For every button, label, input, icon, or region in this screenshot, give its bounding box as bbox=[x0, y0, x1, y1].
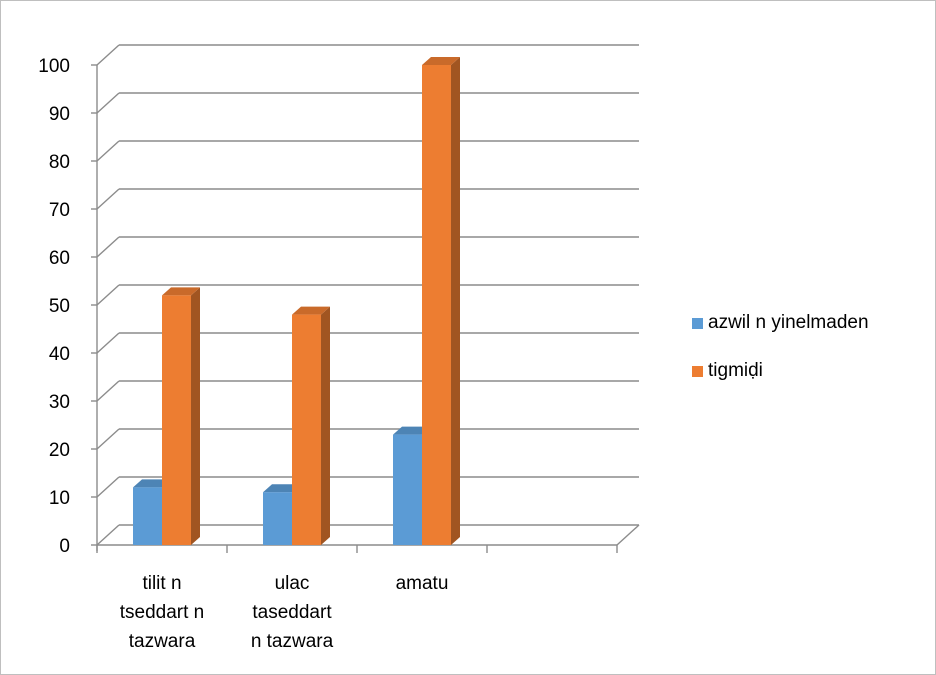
gridline-diagonal bbox=[96, 44, 120, 66]
legend-item-series-2: tigmiḍi bbox=[692, 356, 869, 386]
x-tick-label: amatu bbox=[396, 573, 449, 594]
gridline-diagonal bbox=[96, 236, 120, 258]
y-tick-label: 30 bbox=[49, 392, 70, 413]
bar-top bbox=[162, 287, 200, 296]
y-tick-label: 20 bbox=[49, 440, 70, 461]
x-tick-label: ulac bbox=[275, 573, 310, 594]
bar bbox=[422, 65, 451, 545]
bar bbox=[162, 295, 191, 545]
y-tick-label: 50 bbox=[49, 296, 70, 317]
gridline-diagonal bbox=[96, 332, 120, 354]
x-tick-label: n tazwara bbox=[251, 631, 334, 652]
bar-side bbox=[191, 287, 200, 545]
bar-top bbox=[263, 484, 301, 493]
bar bbox=[292, 314, 321, 545]
bar bbox=[393, 434, 422, 545]
gridline-diagonal bbox=[96, 380, 120, 402]
bar bbox=[263, 492, 292, 545]
gridline-diagonal bbox=[96, 284, 120, 306]
gridline-diagonal bbox=[96, 476, 120, 498]
bar-side bbox=[321, 306, 330, 545]
gridline-diagonal bbox=[96, 428, 120, 450]
floor-right-edge bbox=[616, 524, 640, 546]
bar-top bbox=[292, 306, 330, 315]
legend-swatch-series-1 bbox=[692, 317, 703, 329]
bar bbox=[133, 487, 162, 545]
x-tick-label: tilit n bbox=[142, 573, 181, 594]
y-tick-label: 80 bbox=[49, 152, 70, 173]
gridline-diagonal bbox=[96, 188, 120, 210]
bar-top bbox=[133, 479, 171, 488]
x-tick-label: tazwara bbox=[129, 631, 196, 652]
bar-top bbox=[422, 57, 460, 65]
gridline-diagonal bbox=[96, 92, 120, 114]
bar-side bbox=[451, 57, 460, 545]
y-tick-label: 40 bbox=[49, 344, 70, 365]
legend-item-series-1: azwil n yinelmaden bbox=[692, 308, 869, 338]
y-tick-label: 100 bbox=[38, 56, 70, 77]
y-tick-label: 10 bbox=[49, 488, 70, 509]
y-tick-label: 60 bbox=[49, 248, 70, 269]
gridline-diagonal bbox=[96, 140, 120, 162]
legend-swatch-series-2 bbox=[692, 365, 703, 377]
y-tick-label: 70 bbox=[49, 200, 70, 221]
legend: azwil n yinelmaden tigmiḍi bbox=[692, 308, 869, 404]
bar-top bbox=[393, 426, 431, 435]
x-tick-label: taseddart bbox=[252, 602, 332, 623]
legend-label-series-1: azwil n yinelmaden bbox=[708, 312, 869, 333]
legend-label-series-2: tigmiḍi bbox=[708, 360, 763, 381]
y-tick-label: 90 bbox=[49, 104, 70, 125]
floor-side-edge bbox=[96, 524, 120, 546]
y-tick-label: 0 bbox=[59, 536, 70, 557]
x-tick-label: tseddart n bbox=[120, 602, 205, 623]
